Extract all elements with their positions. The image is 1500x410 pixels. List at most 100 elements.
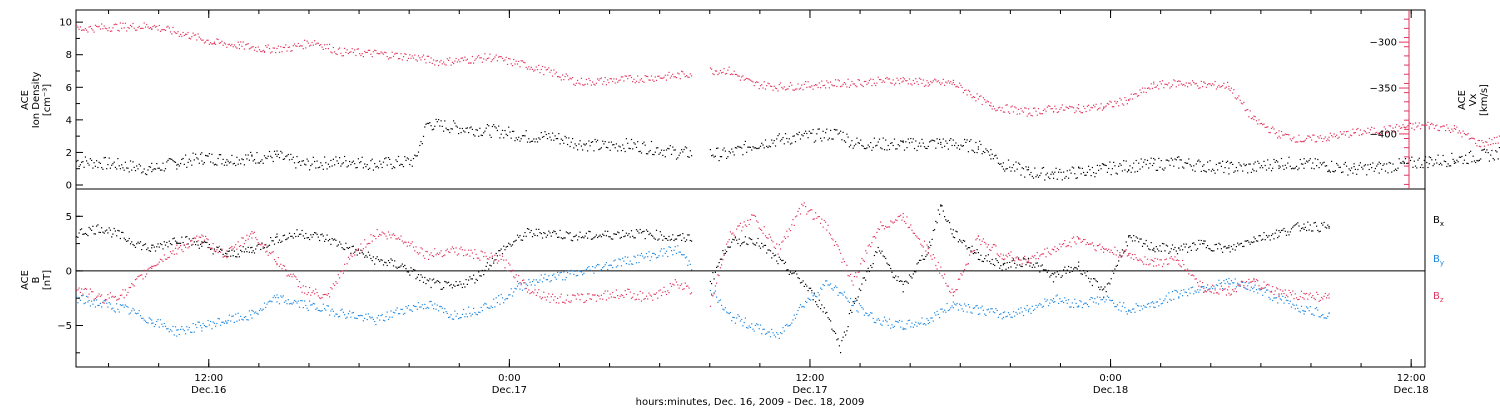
data-point [1382, 164, 1384, 166]
data-point-bz [727, 241, 729, 243]
data-point-bx [174, 240, 177, 242]
data-point-bz [291, 276, 293, 278]
data-point-bz [570, 300, 572, 302]
data-point-by [833, 287, 835, 289]
data-point [302, 160, 304, 162]
data-point [865, 148, 867, 150]
data-point [499, 137, 501, 139]
data-point [941, 82, 943, 84]
data-point-bz [559, 296, 561, 298]
data-point-by [77, 302, 79, 304]
data-point [1486, 141, 1488, 143]
data-point [407, 158, 410, 160]
data-point [316, 160, 318, 162]
data-point [341, 163, 343, 165]
data-point [311, 41, 313, 44]
data-point-by [773, 334, 775, 336]
data-point [1238, 95, 1240, 97]
data-point [153, 24, 155, 27]
data-point-by [936, 310, 938, 312]
data-point [1404, 127, 1407, 129]
data-point [1417, 125, 1419, 127]
data-point [858, 79, 860, 81]
data-point-bx [945, 219, 947, 221]
data-point [1197, 160, 1199, 162]
data-point-by [550, 280, 552, 282]
data-point-bz [329, 296, 331, 298]
data-point [425, 123, 427, 125]
data-point [297, 161, 299, 164]
data-point-by [1017, 308, 1020, 310]
data-point-by [1319, 316, 1321, 318]
data-point [912, 138, 914, 140]
data-point [106, 28, 108, 30]
data-point [1220, 165, 1222, 167]
data-point-bz [466, 253, 468, 255]
data-point [1333, 171, 1335, 173]
data-point-by [236, 320, 238, 322]
data-point-by [161, 323, 163, 325]
data-point [1252, 168, 1254, 170]
data-point-bz [501, 255, 504, 257]
data-point-bz [168, 256, 170, 258]
data-point-by [1307, 307, 1309, 309]
data-point [1273, 158, 1275, 161]
data-point-by [678, 251, 680, 253]
data-point-bz [721, 264, 723, 266]
data-point [361, 156, 363, 158]
data-point [981, 103, 983, 106]
data-point [1105, 164, 1107, 167]
data-point [1104, 164, 1106, 166]
data-point [232, 163, 234, 165]
data-point [513, 58, 515, 61]
data-point [608, 82, 610, 84]
data-point [1280, 157, 1283, 160]
data-point-by [387, 318, 390, 320]
data-point-by [648, 251, 650, 253]
data-point [877, 76, 879, 78]
data-point [460, 57, 462, 59]
data-point-bx [394, 260, 396, 262]
data-point [845, 141, 847, 143]
data-point-bx [1288, 234, 1290, 236]
data-point [306, 40, 308, 42]
data-point [342, 55, 344, 57]
data-point [1126, 171, 1128, 173]
data-point [416, 155, 418, 157]
data-point [385, 157, 387, 159]
data-point-bx [1143, 242, 1145, 245]
data-point [146, 174, 148, 176]
data-point-bx [638, 232, 640, 234]
data-point [1397, 130, 1399, 132]
data-point-by [280, 295, 282, 297]
data-point [1094, 176, 1096, 178]
data-point-by [306, 307, 308, 309]
data-point-by [88, 299, 90, 302]
data-point-bx [292, 237, 294, 239]
data-point-bx [1213, 250, 1215, 252]
data-point-by [1223, 280, 1225, 282]
data-point [594, 84, 596, 86]
data-point-bz [628, 288, 630, 290]
data-point [1448, 129, 1450, 132]
data-point [803, 83, 805, 85]
data-point [1455, 162, 1457, 164]
data-point-bx [91, 229, 93, 231]
data-point [123, 169, 125, 171]
data-point-bz [521, 279, 524, 282]
data-point-by [915, 321, 917, 323]
data-point [1151, 87, 1154, 89]
data-point [1421, 164, 1423, 166]
data-point-bx [1044, 269, 1046, 271]
data-point-bz [267, 254, 269, 256]
data-point [541, 136, 544, 138]
data-point [683, 73, 685, 75]
data-point-bx [367, 251, 369, 253]
data-point [82, 161, 84, 163]
data-point-by [202, 322, 204, 325]
data-point-bx [1050, 274, 1052, 276]
data-point [246, 43, 248, 45]
data-point-by [1285, 299, 1288, 301]
data-point-bz [317, 295, 319, 297]
data-point-bx [528, 228, 530, 230]
